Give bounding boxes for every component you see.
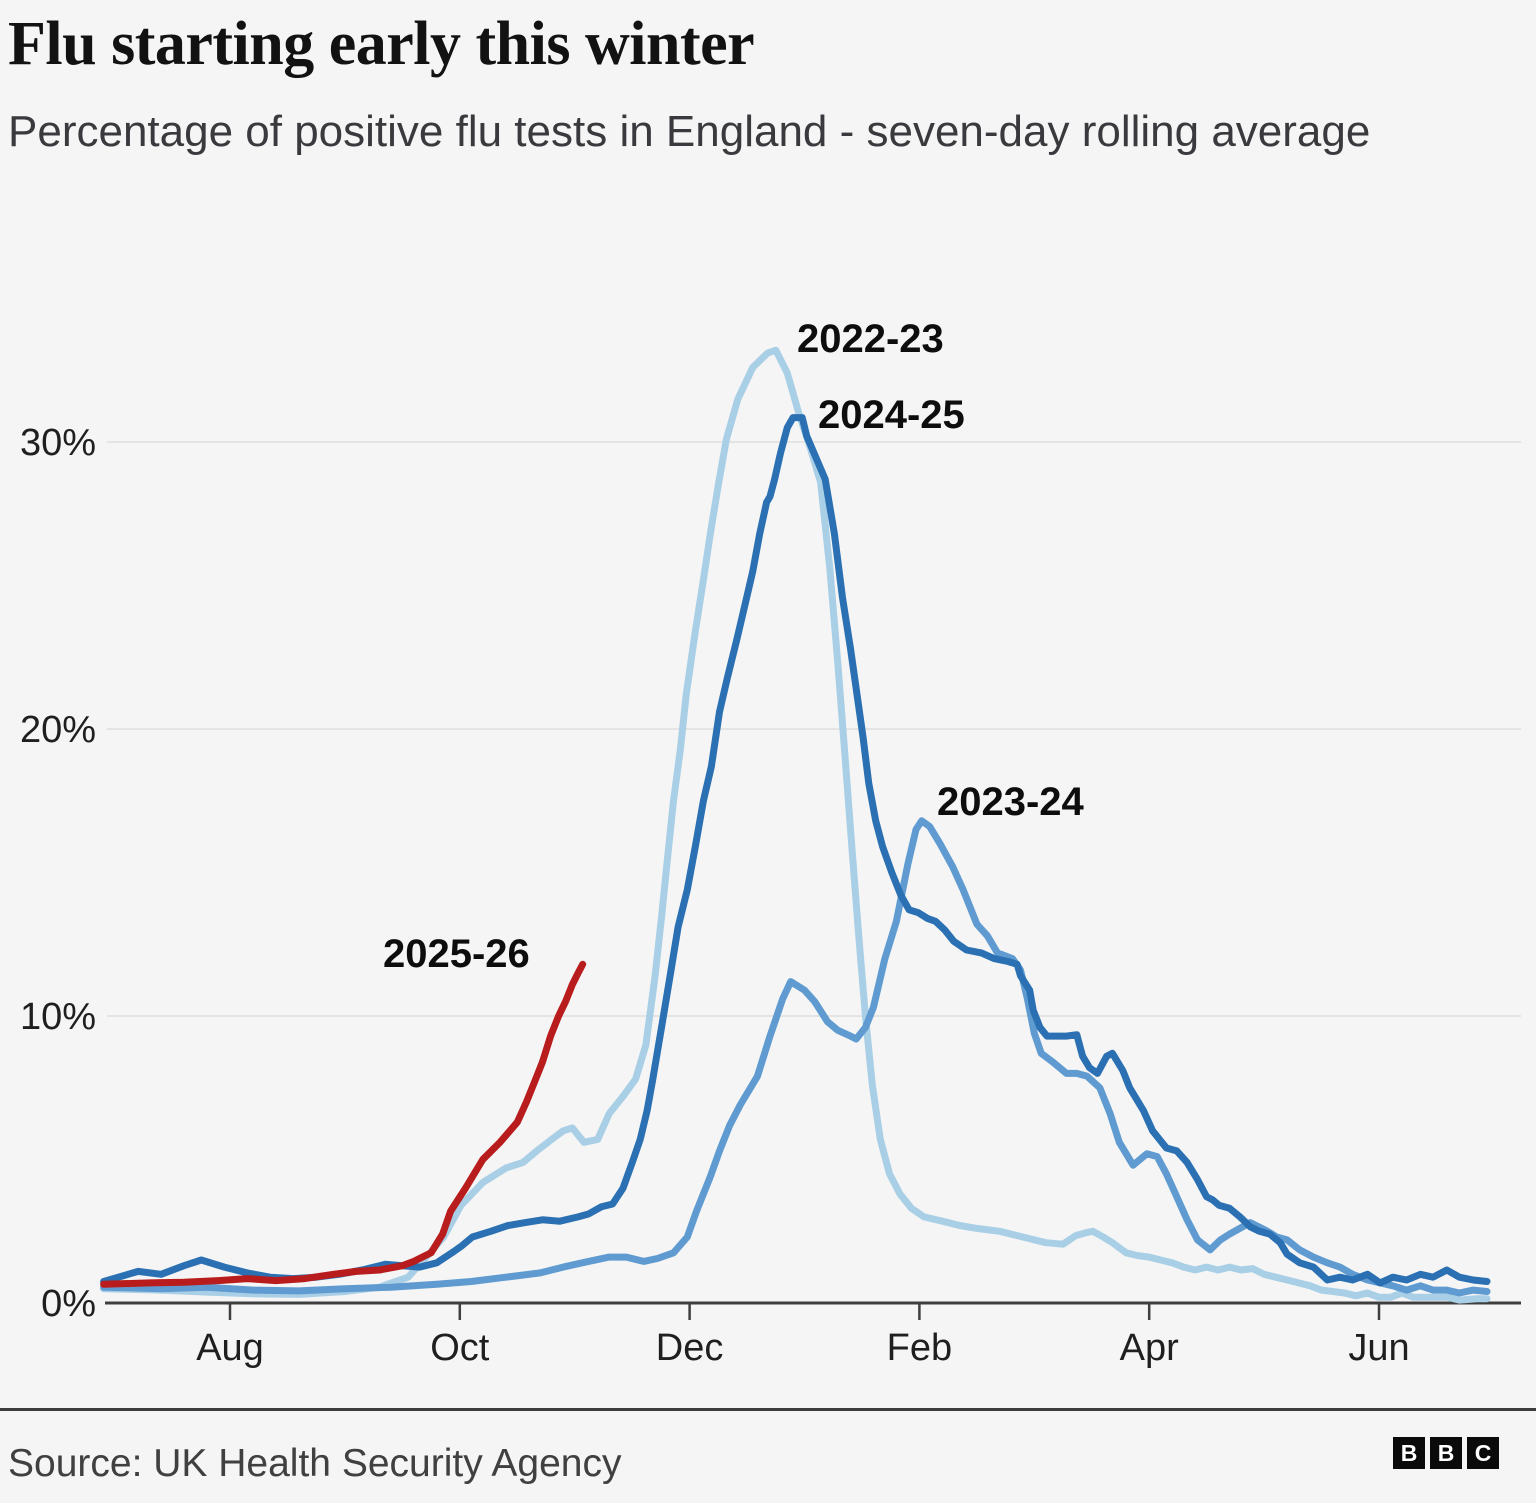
chart-subtitle: Percentage of positive flu tests in Engl… [8, 107, 1371, 157]
x-axis-ticks: Aug Oct Dec Feb Apr Jun [196, 1304, 1410, 1369]
y-tick-label-10%: 10% [20, 996, 96, 1038]
page-title: Flu starting early this winter [8, 10, 755, 78]
footer-divider [0, 1408, 1536, 1411]
y-tick-label-0%: 0% [41, 1283, 96, 1325]
x-tick-label-Apr: Apr [1120, 1327, 1179, 1369]
x-tick-label-Aug: Aug [196, 1327, 264, 1369]
y-tick-label-20%: 20% [20, 709, 96, 751]
x-tick-label-Oct: Oct [430, 1327, 490, 1369]
series-line-2022-23 [100, 346, 1491, 1304]
series-line-2025-26 [100, 960, 587, 1288]
series-line-2024-25 [100, 414, 1491, 1287]
gridlines [107, 441, 1521, 1017]
bbc-logo-letter-b2: B [1430, 1437, 1462, 1469]
series-lines [100, 346, 1491, 1304]
x-tick-label-Jun: Jun [1348, 1327, 1409, 1369]
y-tick-label-30%: 30% [20, 422, 96, 464]
y-axis-labels: 0% 10% 20% 30% [20, 422, 96, 1325]
series-label-2022-23: 2022-23 [797, 317, 944, 361]
source-text: Source: UK Health Security Agency [8, 1442, 622, 1485]
chart-header: Flu starting early this winter Percentag… [8, 10, 1528, 164]
bbc-logo: B B C [1393, 1437, 1499, 1469]
series-label-2023-24: 2023-24 [937, 780, 1085, 824]
series-label-2025-26: 2025-26 [383, 932, 530, 976]
bbc-logo-letter-c: C [1467, 1437, 1499, 1469]
x-tick-label-Dec: Dec [656, 1327, 724, 1369]
series-line-2023-24 [100, 817, 1491, 1297]
x-tick-label-Feb: Feb [887, 1327, 952, 1369]
series-label-2024-25: 2024-25 [818, 393, 965, 437]
bbc-logo-letter-b1: B [1393, 1437, 1425, 1469]
